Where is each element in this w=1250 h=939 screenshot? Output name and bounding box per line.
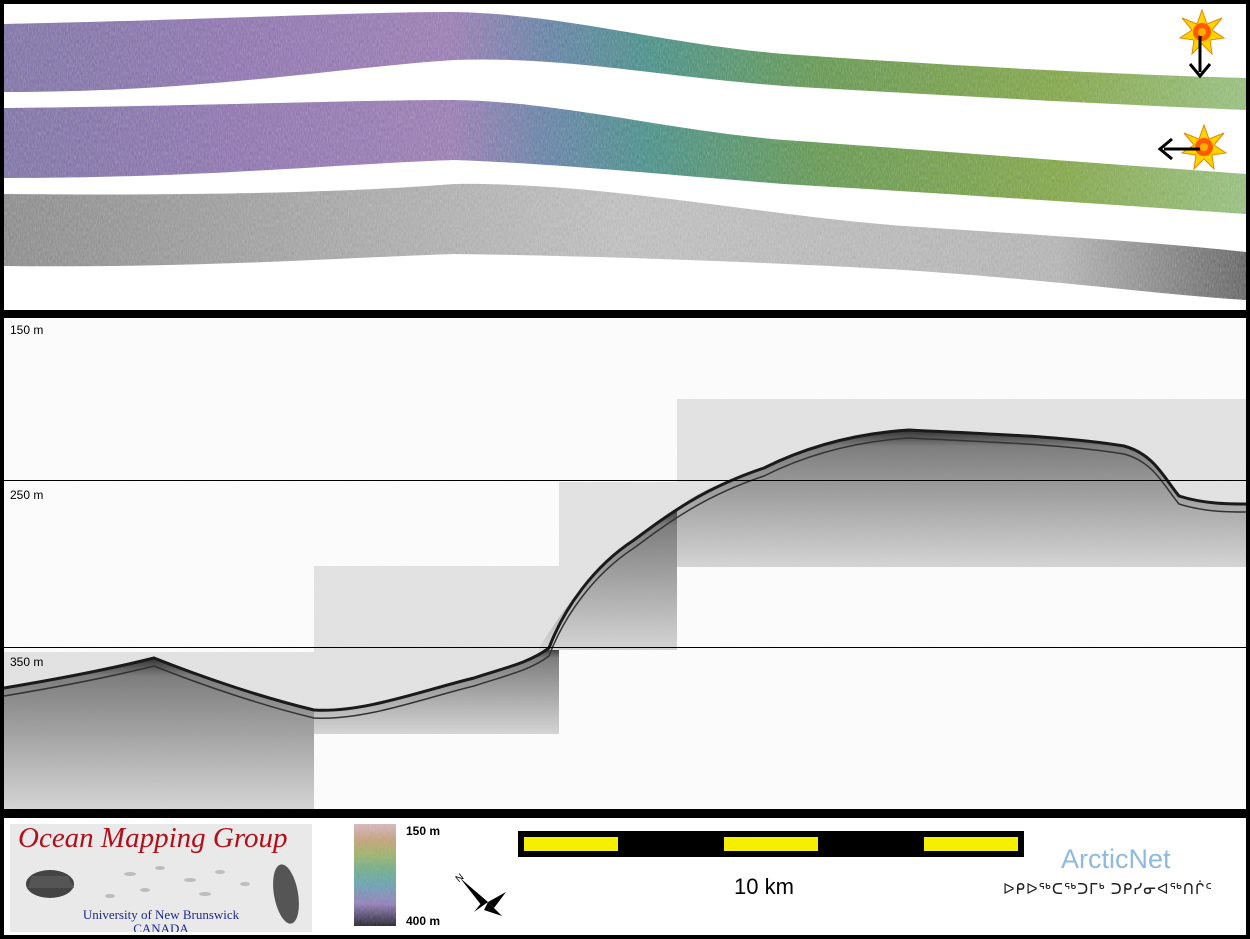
logo-title: Ocean Mapping Group bbox=[18, 822, 288, 854]
colorbar-top-label: 150 m bbox=[406, 824, 441, 838]
backscatter-strip bbox=[4, 183, 1246, 300]
sun-illumination-icon bbox=[1180, 123, 1228, 171]
illumination-arrow-left bbox=[1157, 137, 1200, 161]
illumination-arrow-down bbox=[1188, 36, 1212, 79]
bathymetry-strip-2 bbox=[4, 100, 1246, 214]
depth-label-150: 150 m bbox=[10, 323, 44, 337]
depth-label-350: 350 m bbox=[10, 655, 44, 669]
country-name: CANADA bbox=[133, 921, 189, 933]
depth-label-250: 250 m bbox=[10, 488, 44, 502]
arcticnet-syllabics: ᐅᑭᐅᖅᑕᖅᑐᒥᒃ ᑐᑭᓯᓂᐊᖅᑎᒌᑦ bbox=[1003, 881, 1213, 898]
arcticnet-logo-text: ArcticNet bbox=[1061, 844, 1171, 874]
scale-segment bbox=[724, 837, 818, 851]
depth-gridline-350 bbox=[4, 647, 1246, 648]
depth-gridline-250 bbox=[4, 480, 1246, 481]
seafloor-reflector bbox=[4, 428, 1246, 712]
ocean-mapping-group-logo: University of New Brunswick CANADA bbox=[10, 824, 312, 932]
colorbar-bottom-label: 400 m bbox=[406, 914, 441, 928]
logo-university-text: University of New Brunswick CANADA bbox=[10, 907, 312, 933]
scale-bar bbox=[518, 831, 1024, 857]
legend-panel: University of New Brunswick CANADA Ocean… bbox=[4, 818, 1246, 935]
scale-segment bbox=[924, 837, 1018, 851]
university-name: University of New Brunswick bbox=[82, 907, 240, 922]
swath-map bbox=[4, 8, 1246, 300]
logo-seafloor-graphic bbox=[26, 864, 299, 924]
depth-colorbar bbox=[354, 824, 396, 926]
swath-panel bbox=[4, 4, 1246, 310]
scale-label: 10 km bbox=[734, 874, 794, 899]
profile-panel: 150 m 250 m 350 m bbox=[4, 318, 1246, 809]
bathymetry-strip-1 bbox=[4, 12, 1246, 110]
north-arrow-icon: N bbox=[454, 872, 506, 916]
sun-illumination-icon bbox=[1178, 8, 1226, 56]
subbottom-profile bbox=[4, 318, 1246, 809]
scale-segment bbox=[524, 837, 618, 851]
